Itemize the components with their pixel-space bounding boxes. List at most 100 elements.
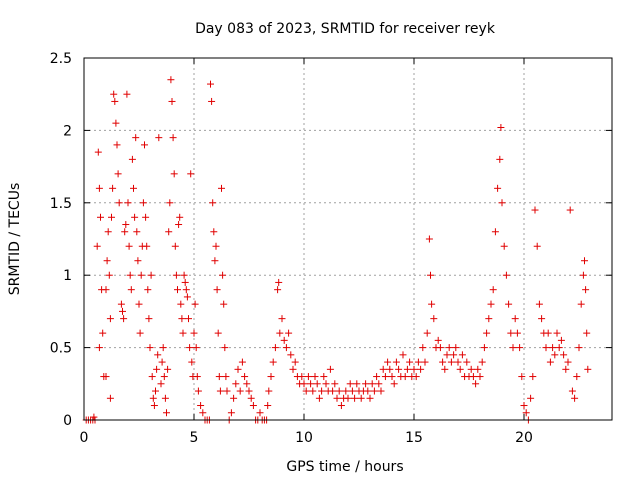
data-point <box>149 394 157 402</box>
data-point <box>150 402 158 410</box>
data-point <box>375 380 383 388</box>
data-point <box>579 271 587 279</box>
data-point <box>454 358 462 366</box>
data-point <box>507 329 515 337</box>
data-point <box>147 271 155 279</box>
data-point <box>216 387 224 395</box>
data-point <box>282 344 290 352</box>
data-point <box>357 394 365 402</box>
data-point <box>177 300 185 308</box>
data-point <box>90 413 98 421</box>
axis-ticks <box>83 57 612 421</box>
data-point <box>275 278 283 286</box>
data-point <box>421 358 429 366</box>
data-point <box>130 184 137 192</box>
y-tick-label: 2.5 <box>50 51 72 67</box>
data-point <box>102 373 110 381</box>
data-point <box>133 228 141 236</box>
data-point <box>472 380 480 388</box>
data-point <box>124 199 132 207</box>
data-point <box>166 199 174 207</box>
data-point <box>546 358 554 366</box>
data-point <box>265 387 273 395</box>
data-point <box>199 409 207 417</box>
y-tick-label: 0 <box>63 413 72 429</box>
data-point <box>112 119 120 127</box>
data-point <box>213 286 221 294</box>
data-point <box>131 213 139 221</box>
data-point <box>169 134 177 142</box>
data-point <box>187 170 195 178</box>
data-point <box>271 344 279 352</box>
data-point <box>108 213 115 221</box>
data-point <box>450 351 458 359</box>
data-point <box>364 387 372 395</box>
data-point <box>489 286 497 294</box>
data-point <box>139 199 147 207</box>
data-point <box>329 387 337 395</box>
data-point <box>188 358 196 366</box>
data-point <box>474 365 482 373</box>
data-point <box>551 351 559 359</box>
data-point <box>165 228 173 236</box>
data-points <box>82 76 592 424</box>
data-point <box>445 344 453 352</box>
data-point <box>120 315 128 323</box>
data-point <box>267 373 275 381</box>
data-point <box>370 387 378 395</box>
data-point <box>212 242 220 250</box>
data-point <box>568 387 576 395</box>
y-axis-title: SRMTID / TECUs <box>7 183 23 296</box>
data-point <box>531 206 539 214</box>
data-point <box>193 373 201 381</box>
data-point <box>511 315 519 323</box>
data-point <box>452 344 460 352</box>
data-point <box>132 134 140 142</box>
data-point <box>152 387 159 395</box>
data-point <box>119 307 126 315</box>
data-point <box>264 402 272 410</box>
data-point <box>412 373 420 381</box>
data-point <box>533 242 541 250</box>
y-tick-label: 1.5 <box>50 196 72 212</box>
data-point <box>179 329 187 337</box>
data-point <box>318 387 326 395</box>
data-point <box>287 351 295 359</box>
data-point <box>278 315 286 323</box>
x-tick-label: 5 <box>190 430 199 446</box>
data-point <box>182 286 190 294</box>
data-point <box>241 373 249 381</box>
data-point <box>134 257 142 265</box>
data-point <box>302 387 310 395</box>
data-point <box>309 387 317 395</box>
data-point <box>423 329 431 337</box>
data-point <box>171 242 179 250</box>
data-point <box>247 394 255 402</box>
x-axis-title: GPS time / hours <box>286 459 403 475</box>
data-point <box>443 351 451 359</box>
data-point <box>304 373 312 381</box>
data-point <box>238 358 246 366</box>
data-point <box>209 199 217 207</box>
data-point <box>215 373 223 381</box>
data-point <box>117 300 125 308</box>
y-tick-labels: 0 0.5 1 1.5 2 2.5 <box>50 51 72 429</box>
data-point <box>123 90 131 98</box>
data-point <box>102 286 110 294</box>
y-tick-label: 0.5 <box>50 341 72 357</box>
data-point <box>581 257 588 265</box>
data-point <box>307 380 315 388</box>
data-point <box>223 387 231 395</box>
data-point <box>485 315 493 323</box>
data-point <box>97 213 104 221</box>
data-point <box>326 365 334 373</box>
data-point <box>157 380 165 388</box>
data-point <box>351 394 359 402</box>
data-point <box>353 380 361 388</box>
data-point <box>141 141 148 149</box>
data-point <box>417 365 425 373</box>
chart-title: Day 083 of 2023, SRMTID for receiver rey… <box>195 21 496 37</box>
data-point <box>527 394 535 402</box>
data-point <box>126 271 134 279</box>
